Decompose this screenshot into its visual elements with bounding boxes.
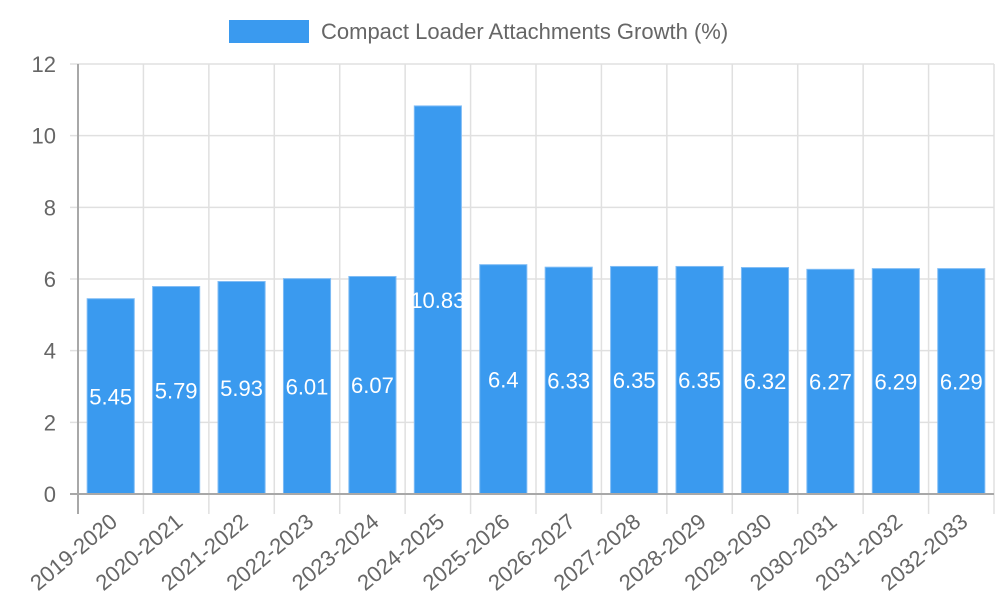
- bar-value-label: 6.35: [678, 368, 721, 393]
- bar[interactable]: [282, 278, 332, 495]
- bar-group[interactable]: 6.33: [544, 266, 593, 495]
- bar[interactable]: [544, 266, 593, 495]
- bar-value-label: 6.07: [351, 373, 394, 398]
- bar-value-label: 6.35: [613, 368, 656, 393]
- y-tick-label: 0: [44, 482, 56, 507]
- bar-group[interactable]: 6.29: [871, 268, 920, 495]
- bar[interactable]: [806, 268, 855, 495]
- bar-value-label: 6.01: [286, 374, 329, 399]
- y-tick-label: 10: [32, 124, 56, 149]
- legend-swatch: [229, 20, 309, 43]
- bar-value-label: 6.27: [809, 370, 852, 395]
- bar-group[interactable]: 5.93: [217, 281, 266, 495]
- bar-value-label: 5.79: [155, 378, 198, 403]
- bar-group[interactable]: 6.07: [348, 275, 397, 495]
- bar-group[interactable]: 6.01: [282, 278, 332, 495]
- gridlines: [70, 63, 995, 514]
- bar-group[interactable]: 6.35: [610, 265, 659, 495]
- bar[interactable]: [871, 268, 920, 495]
- bar-value-label: 5.93: [220, 376, 263, 401]
- bars: 5.45 5.79 5.93 6.01 6.07 10.83 6.4 6.33 6.35 6.35…: [86, 105, 986, 495]
- y-tick-label: 6: [44, 267, 56, 292]
- bar[interactable]: [610, 265, 659, 495]
- bar[interactable]: [348, 275, 397, 495]
- bar-group[interactable]: 6.32: [740, 267, 790, 495]
- bar[interactable]: [740, 267, 790, 495]
- bar-value-label: 6.29: [874, 369, 917, 394]
- bar-value-label: 6.32: [744, 369, 787, 394]
- axes: [70, 64, 994, 514]
- bar-value-label: 5.45: [89, 384, 132, 409]
- bar[interactable]: [675, 265, 724, 495]
- y-tick-label: 2: [44, 410, 56, 435]
- bar-value-label: 6.29: [940, 369, 983, 394]
- bar-value-label: 6.4: [488, 367, 519, 392]
- legend-label: Compact Loader Attachments Growth (%): [321, 19, 728, 44]
- bar[interactable]: [413, 105, 462, 495]
- y-tick-label: 12: [32, 52, 56, 77]
- bar-group[interactable]: 6.35: [675, 265, 724, 495]
- bar-group[interactable]: 5.45: [86, 298, 135, 495]
- bar-group[interactable]: 6.4: [479, 264, 528, 495]
- bar-group[interactable]: 5.79: [152, 286, 201, 495]
- legend[interactable]: Compact Loader Attachments Growth (%): [229, 19, 728, 44]
- bar-value-label: 10.83: [410, 288, 465, 313]
- y-axis-ticks: 0 2 4 6 8 10 12: [32, 52, 56, 507]
- bar[interactable]: [937, 268, 986, 495]
- bar-group[interactable]: 6.29: [937, 268, 986, 495]
- y-tick-label: 4: [44, 339, 56, 364]
- bar-group[interactable]: 6.27: [806, 268, 855, 495]
- bar-group[interactable]: 10.83: [410, 105, 465, 495]
- y-tick-label: 8: [44, 195, 56, 220]
- bar-value-label: 6.33: [547, 369, 590, 394]
- x-axis-ticks: 2019-20202020-20212021-20222022-20232023…: [25, 509, 972, 596]
